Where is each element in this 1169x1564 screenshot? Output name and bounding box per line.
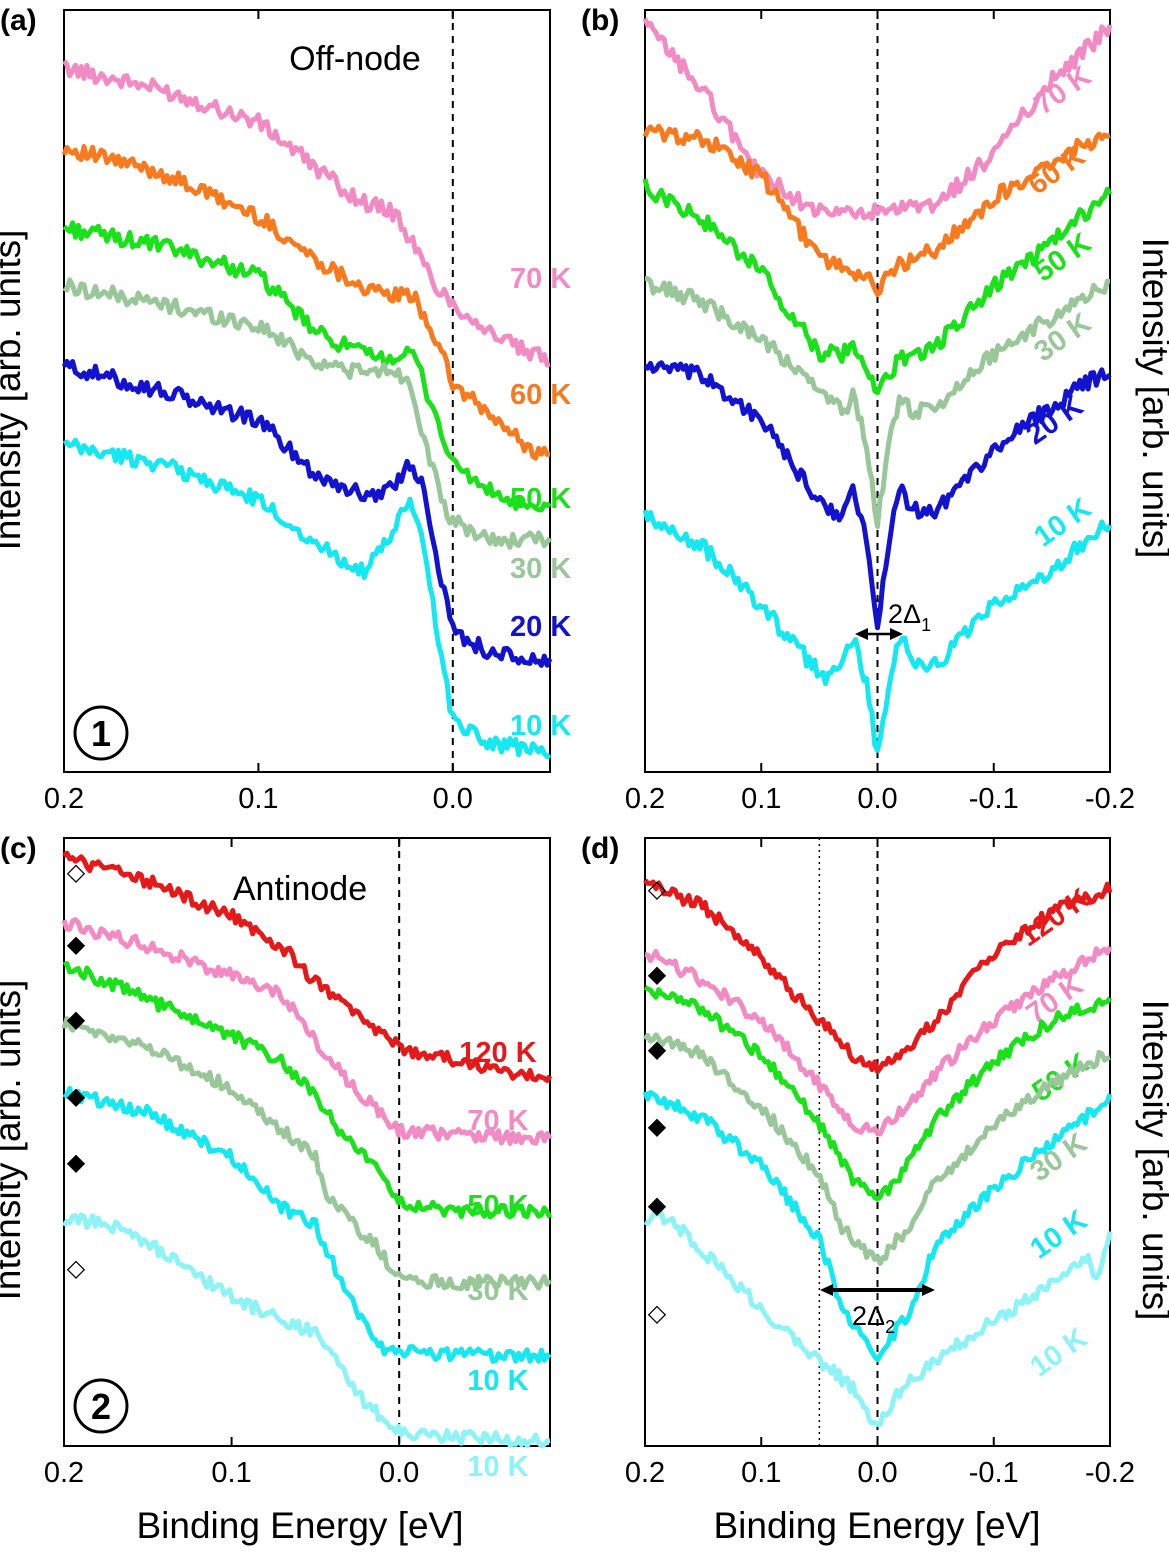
x-tick-label: 0.0 xyxy=(857,1457,897,1489)
plot-frame xyxy=(63,9,551,773)
filled-diamond-marker: ◆ xyxy=(67,1082,86,1110)
x-tick-label: 0.1 xyxy=(741,1457,781,1489)
series-line-30k xyxy=(642,1032,1111,1266)
gap-arrowhead-left xyxy=(855,628,868,640)
series-line-20k xyxy=(61,358,553,668)
gap-arrowhead-right xyxy=(922,1284,935,1296)
x-tick-label: -0.2 xyxy=(1085,1457,1135,1489)
series-line-50k xyxy=(642,178,1113,396)
x-tick-label: 0.0 xyxy=(379,1457,419,1489)
x-tick-label: 0.2 xyxy=(44,1457,84,1489)
x-tick-label: 0.0 xyxy=(857,783,897,815)
series-line-10k xyxy=(61,1212,551,1449)
series-line-50k xyxy=(643,985,1113,1202)
y-axis-title-a: Intensity [arb. units] xyxy=(0,230,28,551)
open-diamond-marker: ◇ xyxy=(67,1254,86,1282)
series-label: 120 K xyxy=(459,1037,536,1069)
series-label: 50 K xyxy=(467,1190,528,1222)
series-line-70k xyxy=(644,945,1113,1137)
series-line-30k xyxy=(62,277,553,550)
series-label: 50 K xyxy=(510,483,571,515)
x-tick-label: 0.2 xyxy=(625,1457,665,1489)
x-tick-label: 0.2 xyxy=(44,783,84,815)
panel-c: 0.2 0.1 0.0 120 K 70 K 50 K 30 K 10 K 10 K ◇ ◆ ◆ ◆ ◆ ◇… xyxy=(0,832,553,1489)
filled-diamond-marker: ◆ xyxy=(648,960,667,988)
x-tick-label: 0.2 xyxy=(625,783,665,815)
series-line-10k xyxy=(643,1210,1113,1428)
series-line-20k xyxy=(643,360,1112,631)
series-label: 30 K xyxy=(510,553,571,585)
series-line-50k xyxy=(62,220,552,513)
series-line-70k xyxy=(62,59,551,368)
series-label: 120 K xyxy=(1014,882,1096,953)
series-line-30k xyxy=(61,1016,553,1292)
filled-diamond-marker: ◆ xyxy=(67,1148,86,1176)
series-line-30k xyxy=(644,275,1111,529)
series-label: 70 K xyxy=(510,263,571,295)
series-label: 20 K xyxy=(1021,390,1090,451)
series-label: 60 K xyxy=(1023,140,1092,201)
y-axis-title-b: Intensity [arb. units] xyxy=(1135,238,1169,559)
series-label: 10 K xyxy=(510,710,571,742)
filled-diamond-marker: ◆ xyxy=(648,1035,667,1063)
region-annotation: Off-node xyxy=(289,40,421,78)
series-line-70k xyxy=(642,17,1113,222)
x-tick-label: -0.1 xyxy=(969,1457,1019,1489)
region-number: 1 xyxy=(91,713,111,754)
filled-diamond-marker: ◆ xyxy=(67,1005,86,1033)
series-label: 10 K xyxy=(467,1365,528,1397)
panel-b: 0.2 0.1 0.0 -0.1 -0.270 K60 K50 K30 K20 K10 … xyxy=(581,4,1135,815)
filled-diamond-marker: ◆ xyxy=(648,1112,667,1140)
x-tick-label: 0.1 xyxy=(741,783,781,815)
panel-a: 0.2 0.1 0.0 70 K 60 K 50 K 30 K 20 K 10 K (a) Off-… xyxy=(0,4,571,815)
gap-arrowhead-left xyxy=(820,1284,833,1296)
filled-diamond-marker: ◆ xyxy=(67,930,86,958)
series-line-10k xyxy=(62,437,552,760)
y-axis-title-c: Intensity [arb. units] xyxy=(0,980,28,1301)
plot-frame xyxy=(63,837,551,1447)
gap-arrowhead-right xyxy=(890,628,903,640)
series-line-60k xyxy=(61,144,550,461)
series-label: 60 K xyxy=(510,379,571,411)
filled-diamond-marker: ◆ xyxy=(648,1191,667,1219)
region-number-circle xyxy=(73,1378,129,1434)
series-line-10k xyxy=(62,1085,552,1364)
x-tick-label: 0.1 xyxy=(211,1457,251,1489)
series-label: 20 K xyxy=(510,611,571,643)
x-axis-title-c: Binding Energy [eV] xyxy=(136,1505,463,1546)
series-label: 10 K xyxy=(1025,1322,1094,1383)
series-line-120k xyxy=(643,878,1113,1075)
open-diamond-marker: ◇ xyxy=(648,875,667,903)
y-axis-title-d: Intensity [arb. units] xyxy=(1135,1000,1169,1321)
series-line-60k xyxy=(642,123,1111,297)
series-line-10k xyxy=(642,1089,1113,1363)
panel-label: (a) xyxy=(0,4,37,37)
gap-label: 2Δ1 xyxy=(888,599,931,635)
series-line-10k xyxy=(642,509,1113,753)
x-axis-title-d: Binding Energy [eV] xyxy=(713,1505,1040,1546)
series-line-50k xyxy=(62,961,553,1220)
panel-label: (b) xyxy=(581,4,619,37)
x-tick-label: -0.2 xyxy=(1085,783,1135,815)
gap-label: 2Δ2 xyxy=(852,1301,895,1337)
series-label: 10 K xyxy=(467,1451,528,1483)
series-label: 30 K xyxy=(467,1275,528,1307)
open-diamond-marker: ◇ xyxy=(67,858,86,886)
open-diamond-marker: ◇ xyxy=(648,1299,667,1327)
x-tick-label: -0.1 xyxy=(969,783,1019,815)
panel-label: (c) xyxy=(0,832,37,865)
x-tick-label: 0.1 xyxy=(238,783,278,815)
region-annotation: Antinode xyxy=(233,870,367,908)
series-line-120k xyxy=(62,850,553,1083)
series-line-70k xyxy=(61,917,553,1146)
region-number: 2 xyxy=(91,1386,111,1427)
panel-label: (d) xyxy=(581,832,619,865)
series-label: 70 K xyxy=(467,1105,528,1137)
x-tick-label: 0.0 xyxy=(433,783,473,815)
region-number-circle xyxy=(73,705,129,761)
